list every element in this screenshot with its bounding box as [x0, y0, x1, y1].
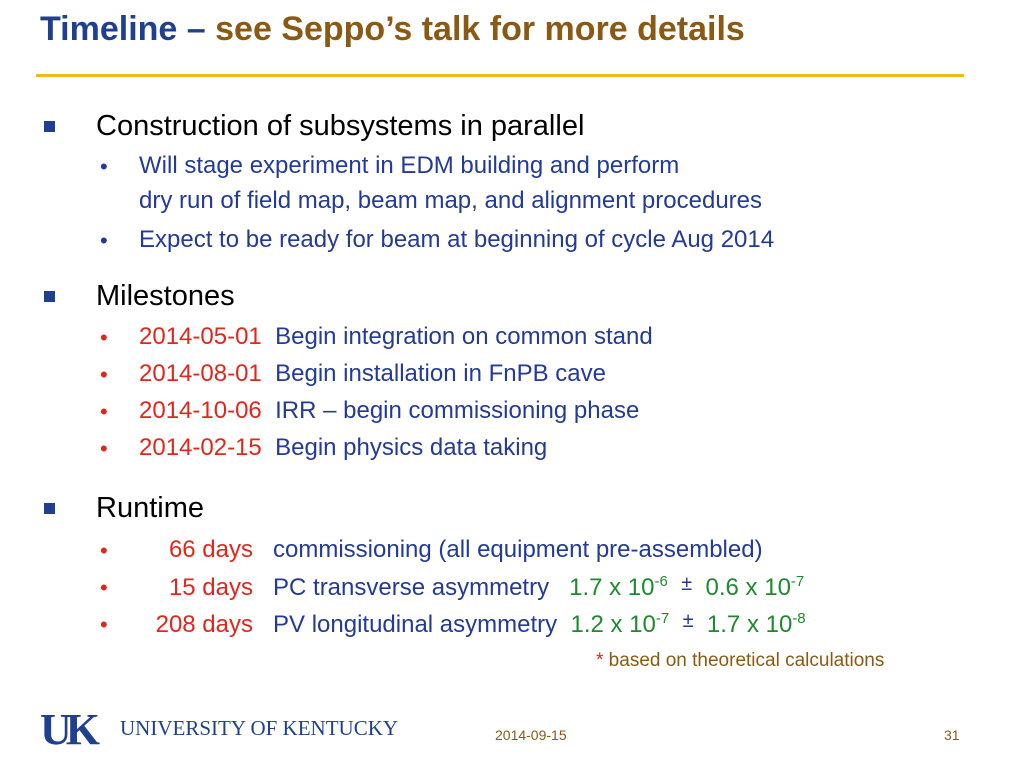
title-divider: [36, 74, 964, 77]
construction-item-1-line2: dry run of field map, beam map, and alig…: [139, 187, 763, 214]
title-part1: Timeline –: [40, 10, 216, 48]
construction-item-2: Expect to be ready for beam at beginning…: [139, 226, 775, 253]
section-heading-construction: Construction of subsystems in parallel: [96, 110, 585, 142]
value-exponent: -6: [654, 573, 668, 590]
runtime-text: PC transverse asymmetry: [273, 574, 550, 601]
bullet-icon: •: [100, 399, 108, 424]
uk-logo-mark: UK: [40, 705, 100, 754]
square-bullet-icon: [44, 503, 55, 514]
section-heading-runtime: Runtime: [96, 492, 204, 524]
runtime-item: 208 days PV longitudinal asymmetry 1.2 x…: [139, 610, 806, 639]
runtime-item: 15 days PC transverse asymmetry 1.7 x 10…: [139, 573, 804, 602]
milestone-item: 2014-08-01 Begin installation in FnPB ca…: [139, 360, 606, 388]
footnote-star: *: [596, 650, 604, 671]
milestone-date: 2014-10-06: [139, 397, 262, 424]
value-mantissa: 1.2 x 10: [570, 611, 656, 638]
milestone-text: Begin physics data taking: [275, 434, 548, 461]
bullet-icon: •: [100, 436, 108, 461]
bullet-icon: •: [100, 362, 108, 387]
title-part2: see Seppo’s talk for more details: [215, 10, 745, 48]
asymmetry-value: 1.2 x 10-7 ± 1.7 x 10-8: [570, 610, 806, 638]
runtime-days: 208 days: [155, 611, 253, 638]
section-heading-milestones: Milestones: [96, 280, 235, 312]
square-bullet-icon: [44, 291, 55, 302]
square-bullet-icon: [44, 121, 55, 132]
error-exponent: -7: [790, 573, 805, 590]
runtime-text: PV longitudinal asymmetry: [273, 611, 558, 638]
milestone-item: 2014-05-01 Begin integration on common s…: [139, 323, 653, 351]
milestone-item: 2014-02-15 Begin physics data taking: [139, 434, 547, 462]
footnote-text: based on theoretical calculations: [603, 650, 885, 671]
runtime-days: 15 days: [168, 574, 253, 601]
bullet-icon: •: [100, 538, 108, 563]
construction-item-1-line1: Will stage experiment in EDM building an…: [139, 152, 680, 179]
error-mantissa: 0.6 x 10: [705, 574, 791, 601]
plus-minus-sign: ±: [682, 610, 694, 632]
milestone-text: Begin integration on common stand: [275, 323, 653, 350]
runtime-days: 66 days: [168, 536, 253, 563]
slide-title: Timeline – see Seppo’s talk for more det…: [40, 10, 745, 49]
plus-minus-sign: ±: [681, 573, 693, 595]
milestone-date: 2014-05-01: [139, 323, 262, 350]
footer-date: 2014-09-15: [495, 727, 567, 743]
runtime-item: 66 days commissioning (all equipment pre…: [139, 536, 763, 564]
milestone-text: Begin installation in FnPB cave: [275, 360, 606, 387]
bullet-icon: •: [100, 612, 108, 637]
bullet-icon: •: [100, 228, 108, 253]
university-name: UNIVERSITY OF KENTUCKY: [120, 716, 399, 740]
asymmetry-value: 1.7 x 10-6 ± 0.6 x 10-7: [569, 573, 805, 601]
bullet-icon: •: [100, 154, 108, 179]
error-mantissa: 1.7 x 10: [706, 611, 793, 638]
milestone-text: IRR – begin commissioning phase: [275, 397, 640, 424]
page-number: 31: [944, 727, 960, 743]
milestone-item: 2014-10-06 IRR – begin commissioning pha…: [139, 397, 639, 425]
value-exponent: -7: [655, 610, 670, 627]
bullet-icon: •: [100, 575, 108, 600]
bullet-icon: •: [100, 325, 108, 350]
footnote: * based on theoretical calculations: [596, 650, 884, 672]
value-mantissa: 1.7 x 10: [569, 574, 655, 601]
milestone-date: 2014-08-01: [139, 360, 262, 387]
error-exponent: -8: [792, 610, 806, 627]
runtime-text: commissioning (all equipment pre-assembl…: [273, 536, 763, 563]
milestone-date: 2014-02-15: [139, 434, 262, 461]
